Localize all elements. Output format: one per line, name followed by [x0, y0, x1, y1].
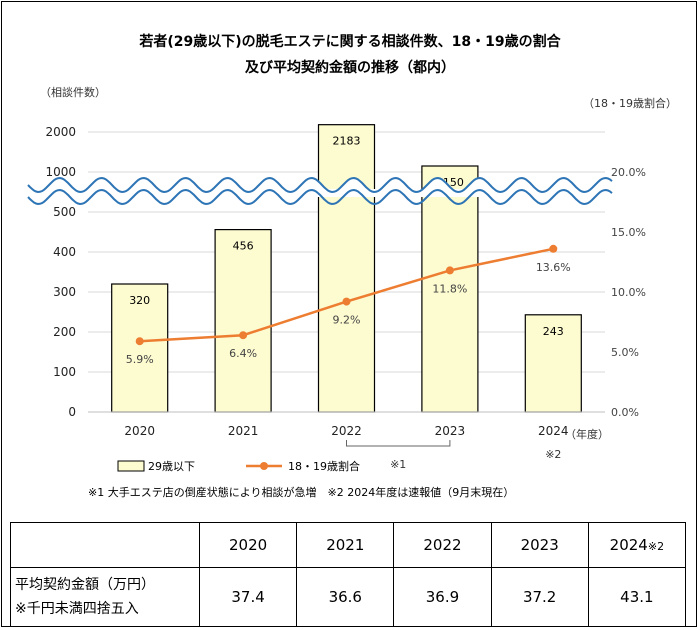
- axis-ticks: 0 100 200 300 400 500 1000 2000 0.0% 5.0% 10.0% 15.…: [45, 125, 646, 419]
- bar: [421, 165, 479, 413]
- right-tick-label: 5.0%: [611, 346, 639, 359]
- gridlines: [88, 131, 605, 373]
- table-value-2020: 37.4: [198, 567, 298, 627]
- table-value-2024: 43.1: [587, 567, 687, 627]
- legend: 29歳以下 18・19歳割合: [117, 459, 360, 473]
- x-tick-label: 2024: [538, 424, 569, 438]
- x-tick-label: 2021: [228, 424, 259, 438]
- chart-title-line-2: 及び平均契約金額の推移（都内）: [245, 59, 455, 76]
- line-value-label: 13.6%: [536, 261, 571, 274]
- line-value-label: 6.4%: [229, 347, 257, 360]
- bar: [214, 229, 272, 413]
- table-row-note: ※千円未満四捨五入: [15, 601, 139, 617]
- line-point: [445, 266, 454, 275]
- table-row: 平均契約金額（万円） ※千円未満四捨五入 37.4 36.6 36.9 37.2 …: [10, 567, 687, 627]
- x-unit-label: （年度）: [565, 427, 609, 441]
- bracket-annotation: ※1: [346, 440, 451, 471]
- left-tick-label: 400: [53, 245, 76, 259]
- left-tick-label: 100: [53, 365, 76, 379]
- line-point: [549, 244, 558, 253]
- right-tick-label: 10.0%: [611, 286, 646, 299]
- average-contract-table: 2020 2021 2022 2023 2024※2 平均契約金額（万円） ※千円…: [10, 522, 687, 627]
- line-value-label: 9.2%: [333, 314, 361, 327]
- table-corner-cell: [10, 522, 200, 568]
- table-year-2020: 2020: [198, 522, 298, 568]
- legend-bar-label: 29歳以下: [148, 460, 195, 473]
- line-point: [239, 331, 248, 340]
- table-year-2021: 2021: [296, 522, 395, 568]
- x-tick-label: 2022: [331, 424, 362, 438]
- table-header-row: 2020 2021 2022 2023 2024※2: [10, 522, 687, 568]
- table-year-2024-cell: 2024※2: [587, 522, 687, 568]
- chart-title-line-1: 若者(29歳以下)の脱毛エステに関する相談件数、18・19歳の割合: [138, 33, 561, 50]
- legend-line-label: 18・19歳割合: [288, 459, 360, 473]
- note-2024: ※2: [545, 448, 561, 461]
- table-year-2022: 2022: [393, 522, 492, 568]
- bracket-line: [346, 440, 451, 447]
- legend-line-marker: [260, 462, 268, 470]
- line-point: [135, 337, 144, 346]
- right-tick-label: 20.0%: [611, 166, 646, 179]
- x-axis: 2020 2021 2022 2023 2024（年度） ※2: [88, 411, 609, 461]
- table-year-2024-note: ※2: [647, 540, 665, 553]
- axis-break-wave: [27, 176, 613, 206]
- left-tick-label: 500: [53, 205, 76, 219]
- bar-value-label: 320: [129, 294, 150, 307]
- left-axis-label: （相談件数）: [40, 85, 106, 99]
- axis-break-line: [27, 188, 613, 206]
- x-tick-label: 2023: [435, 424, 466, 438]
- legend-bar-swatch: [117, 460, 145, 472]
- table-value-2021: 36.6: [296, 567, 395, 627]
- table-value-2022: 36.9: [393, 567, 492, 627]
- line-value-label: 11.8%: [432, 282, 467, 295]
- bracket-note: ※1: [390, 458, 406, 471]
- footnote: ※1 大手エステ店の倒産状態により相談が急増 ※2 2024年度は速報値（9月末…: [88, 485, 514, 499]
- table-year-2023: 2023: [490, 522, 589, 568]
- right-axis-label: （18・19歳割合）: [583, 96, 677, 110]
- table-row-label: 平均契約金額（万円）: [15, 577, 155, 593]
- left-tick-label: 300: [53, 285, 76, 299]
- line-series: 5.9% 6.4% 9.2% 11.8% 13.6%: [126, 244, 571, 366]
- bar: [317, 124, 376, 413]
- chart: 若者(29歳以下)の脱毛エステに関する相談件数、18・19歳の割合 及び平均契約…: [27, 33, 677, 499]
- line-value-label: 5.9%: [126, 353, 154, 366]
- table-row-header: 平均契約金額（万円） ※千円未満四捨五入: [10, 567, 200, 627]
- left-tick-label: 2000: [45, 125, 76, 139]
- bar-value-label: 2183: [333, 135, 361, 148]
- right-tick-label: 0.0%: [611, 406, 639, 419]
- left-tick-label: 1000: [45, 165, 76, 179]
- table-value-2023: 37.2: [490, 567, 589, 627]
- bar-value-label: 456: [233, 240, 254, 253]
- axis-break-fill: [28, 189, 613, 195]
- x-tick-label: 2020: [124, 424, 155, 438]
- right-tick-label: 15.0%: [611, 226, 646, 239]
- line-point: [342, 297, 351, 306]
- left-tick-label: 0: [68, 405, 76, 419]
- table-year-2024: 2024: [609, 536, 648, 554]
- left-tick-label: 200: [53, 325, 76, 339]
- axis-break-line: [27, 176, 613, 194]
- bar-value-label: 243: [543, 325, 564, 338]
